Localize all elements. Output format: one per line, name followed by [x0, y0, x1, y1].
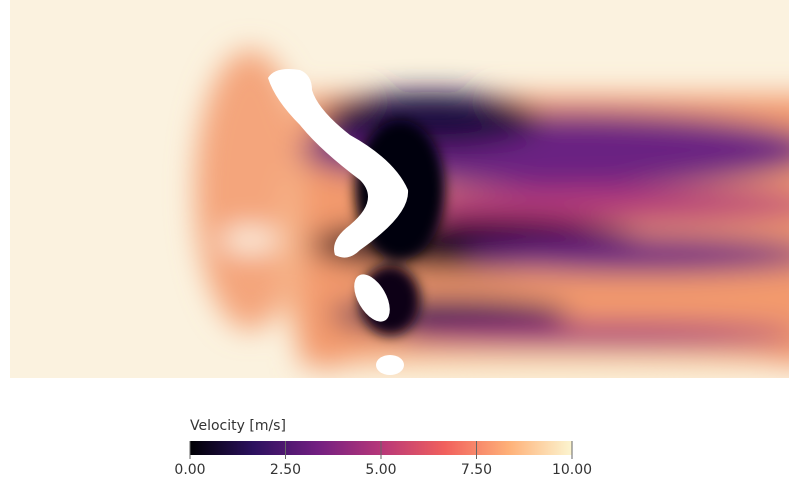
- tick-label: 0.00: [174, 462, 205, 478]
- page: Velocity [m/s] 0.00 2.50 5.00 7.50 10.00: [0, 0, 789, 480]
- colorbar-title: Velocity [m/s]: [190, 418, 286, 434]
- chart: Velocity [m/s] 0.00 2.50 5.00 7.50 10.00: [0, 0, 789, 480]
- tick-label: 2.50: [270, 462, 301, 478]
- tick-label: 7.50: [461, 462, 492, 478]
- velocity-field: [10, 0, 789, 378]
- tick-label: 5.00: [365, 462, 396, 478]
- tick-label: 10.00: [552, 462, 592, 478]
